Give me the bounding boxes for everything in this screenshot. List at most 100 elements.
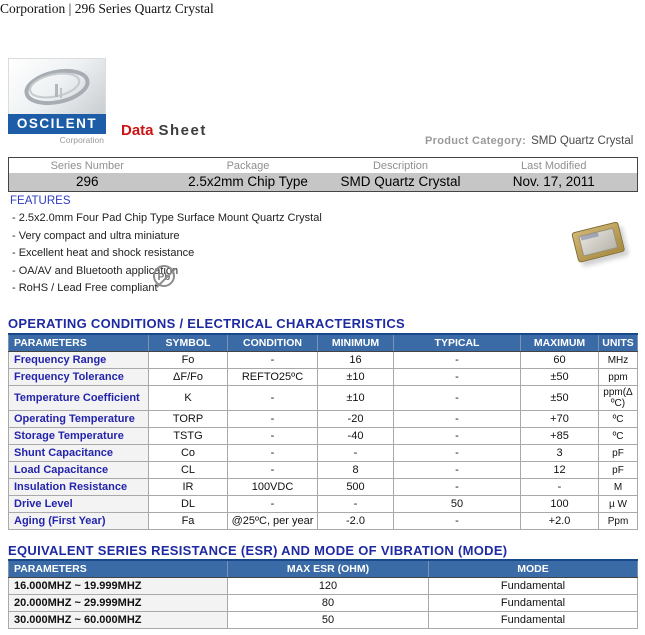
parameter-cell: Storage Temperature bbox=[8, 427, 149, 445]
value-cell: - bbox=[393, 351, 521, 369]
features-list: - 2.5x2.0mm Four Pad Chip Type Surface M… bbox=[10, 212, 430, 294]
table-cell: SMD Quartz Crystal bbox=[330, 172, 471, 192]
value-cell: - bbox=[393, 368, 521, 386]
value-cell: -40 bbox=[317, 427, 394, 445]
value-cell: - bbox=[393, 444, 521, 462]
column-header: MINIMUM bbox=[317, 333, 394, 352]
crystal-package-lid bbox=[578, 227, 619, 257]
value-cell: 8 bbox=[317, 461, 394, 479]
column-header: MODE bbox=[428, 559, 638, 578]
parameter-cell: Aging (First Year) bbox=[8, 512, 149, 530]
table-row: Insulation Resistance IR 100VDC 500- - M bbox=[8, 478, 638, 496]
page-header-line: Corporation | 296 Series Quartz Crystal bbox=[0, 1, 214, 16]
datasheet-word-data: Data bbox=[121, 122, 154, 139]
column-header: UNITS bbox=[598, 333, 638, 352]
logo-subtitle: Corporation bbox=[59, 135, 104, 145]
value-cell: Ppm bbox=[598, 512, 638, 530]
value-cell: +70 bbox=[520, 410, 599, 428]
datasheet-word-sheet: Sheet bbox=[158, 122, 207, 139]
value-cell: Fundamental bbox=[428, 594, 638, 612]
column-header: TYPICAL bbox=[393, 333, 521, 352]
value-cell: - bbox=[227, 444, 318, 462]
value-cell: 500 bbox=[317, 478, 394, 496]
value-cell: 80 bbox=[227, 594, 429, 612]
product-category-label: Product Category: bbox=[425, 135, 527, 147]
product-category: Product Category: SMD Quartz Crystal bbox=[425, 135, 633, 147]
parameter-cell: Frequency Tolerance bbox=[8, 368, 149, 386]
value-cell: REFTO25ºC bbox=[227, 368, 318, 386]
value-cell: MHz bbox=[598, 351, 638, 369]
value-cell: ±50 bbox=[520, 385, 599, 411]
table-cell: 296 bbox=[8, 172, 166, 192]
value-cell: ±50 bbox=[520, 368, 599, 386]
value-cell: pF bbox=[598, 461, 638, 479]
table-row: Load Capacitance CL -8-12 pF bbox=[8, 461, 638, 479]
value-cell: ºC bbox=[598, 410, 638, 428]
feature-item: - OA/AV and Bluetooth application bbox=[12, 264, 179, 277]
table-row: 30.000MHZ ~ 60.000MHZ 50 Fundamental bbox=[8, 611, 638, 629]
table-row: Aging (First Year) Fa @25ºC, per year -2.0-… bbox=[8, 512, 638, 530]
value-cell: +85 bbox=[520, 427, 599, 445]
column-header: PARAMETERS bbox=[8, 333, 149, 352]
value-cell: +2.0 bbox=[520, 512, 599, 530]
table-cell: Nov. 17, 2011 bbox=[470, 172, 638, 192]
value-cell: pF bbox=[598, 444, 638, 462]
parameter-cell: Insulation Resistance bbox=[8, 478, 149, 496]
value-cell: IR bbox=[148, 478, 228, 496]
table-row: 16.000MHZ ~ 19.999MHZ 120 Fundamental bbox=[8, 577, 638, 595]
product-category-value: SMD Quartz Crystal bbox=[531, 135, 634, 147]
info-value-row: 296 2.5x2mm Chip Type SMD Quartz Crystal No… bbox=[8, 172, 638, 192]
features-section: FEATURES - 2.5x2.0mm Four Pad Chip Type … bbox=[10, 195, 430, 300]
value-cell: M bbox=[598, 478, 638, 496]
pb-icon-label: Pb bbox=[157, 272, 171, 283]
feature-item: - Excellent heat and shock resistance bbox=[12, 247, 195, 259]
value-cell: Fundamental bbox=[428, 611, 638, 629]
column-header: Last Modified bbox=[470, 157, 638, 173]
table-row: Drive Level DL - -50 100 µ W bbox=[8, 495, 638, 513]
features-title: FEATURES bbox=[10, 195, 71, 207]
value-cell: DL bbox=[148, 495, 228, 513]
value-cell: CL bbox=[148, 461, 228, 479]
column-header: PARAMETERS bbox=[8, 559, 228, 578]
value-cell: 12 bbox=[520, 461, 599, 479]
value-cell: - bbox=[393, 478, 521, 496]
electrical-header-row: PARAMETERS SYMBOL CONDITION MINIMUM TYPICAL M… bbox=[8, 333, 638, 352]
parameter-cell: 16.000MHZ ~ 19.999MHZ bbox=[8, 577, 228, 595]
value-cell: - bbox=[393, 512, 521, 530]
parameter-cell: Operating Temperature bbox=[8, 410, 149, 428]
value-cell: TORP bbox=[148, 410, 228, 428]
parameter-cell: 30.000MHZ ~ 60.000MHZ bbox=[8, 611, 228, 629]
value-cell: Co bbox=[148, 444, 228, 462]
value-cell: - bbox=[393, 385, 521, 411]
value-cell: -20 bbox=[317, 410, 394, 428]
esr-header-row: PARAMETERS MAX ESR (OHM) MODE bbox=[8, 559, 638, 578]
value-cell: ±10 bbox=[317, 385, 394, 411]
value-cell: 60 bbox=[520, 351, 599, 369]
table-row: Temperature Coefficient K - ±10- ±50 ppm(Δ ºC… bbox=[8, 385, 638, 411]
electrical-characteristics-table: PARAMETERS SYMBOL CONDITION MINIMUM TYPICAL M… bbox=[8, 333, 638, 530]
lead-free-pb-icon: Pb bbox=[153, 265, 175, 287]
value-cell: ppm(Δ ºC) bbox=[598, 385, 638, 411]
table-row: Frequency Tolerance ΔF/Fo REFTO25ºC ±10- ±50… bbox=[8, 368, 638, 386]
oscilent-logo: OSCILENT Corporation bbox=[8, 58, 106, 145]
esr-table-body: 16.000MHZ ~ 19.999MHZ 120 Fundamental 20.00… bbox=[8, 577, 638, 629]
value-cell: Fa bbox=[148, 512, 228, 530]
info-header-row: Series Number Package Description Last Modi… bbox=[8, 157, 638, 173]
value-cell: 3 bbox=[520, 444, 599, 462]
value-cell: ±10 bbox=[317, 368, 394, 386]
value-cell: ppm bbox=[598, 368, 638, 386]
value-cell: - bbox=[227, 351, 318, 369]
value-cell: - bbox=[317, 495, 394, 513]
table-cell: 2.5x2mm Chip Type bbox=[165, 172, 331, 192]
column-header: MAXIMUM bbox=[520, 333, 599, 352]
value-cell: 50 bbox=[227, 611, 429, 629]
value-cell: - bbox=[317, 444, 394, 462]
parameter-cell: Load Capacitance bbox=[8, 461, 149, 479]
feature-item: - RoHS / Lead Free compliant bbox=[12, 282, 158, 294]
datasheet-title: Data Sheet bbox=[121, 122, 207, 139]
logo-wordmark: OSCILENT bbox=[8, 114, 106, 134]
value-cell: - bbox=[227, 427, 318, 445]
value-cell: @25ºC, per year bbox=[227, 512, 318, 530]
parameter-cell: Drive Level bbox=[8, 495, 149, 513]
column-header: SYMBOL bbox=[148, 333, 228, 352]
